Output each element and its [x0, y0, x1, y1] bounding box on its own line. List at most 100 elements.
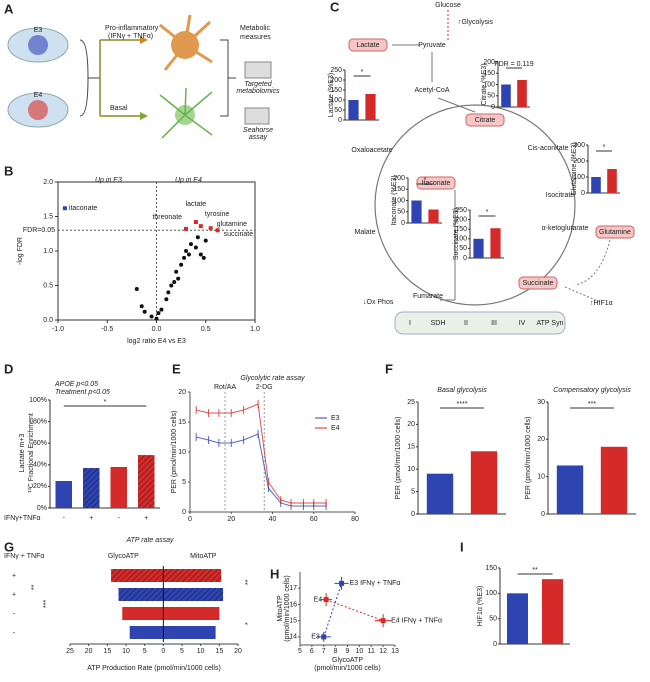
bar: [507, 593, 528, 644]
point: [187, 252, 192, 257]
bracket: [220, 39, 236, 117]
x-tick-label: 15: [215, 648, 223, 655]
metabolite-box: [595, 225, 635, 239]
label: measures: [240, 34, 271, 41]
y-tick-label: 20: [537, 436, 545, 443]
bar: [428, 209, 439, 223]
bar: [490, 228, 501, 258]
series-line: [196, 433, 327, 507]
x-axis-label: GlycoATP: [332, 657, 363, 664]
x-tick-label: 10: [197, 648, 205, 655]
y-tick-label: 200: [455, 216, 467, 223]
y-axis-label: PER (pmol/min/1000 cells): [395, 417, 402, 500]
row-label: IFNγ+TNFα: [4, 515, 41, 522]
point-label: E4 IFNγ + TNFα: [391, 618, 442, 625]
complex: IV: [519, 320, 526, 327]
metabolite: Pyruvate: [418, 42, 446, 49]
bar: [55, 481, 72, 508]
chart-title: ATP rate assay: [125, 537, 174, 544]
y-tick-label: 17: [289, 585, 297, 592]
point: [169, 283, 174, 288]
y-tick-label: 16: [289, 601, 297, 608]
header: MitoATP: [190, 553, 217, 560]
y-tick-label: 250: [455, 207, 467, 214]
significance: *: [486, 209, 489, 216]
metabolite: Citrate: [475, 117, 496, 124]
x-tick-label: 0: [161, 648, 165, 655]
sign: +: [12, 572, 16, 579]
y-tick-label: 100: [455, 236, 467, 243]
y-tick-label: 15: [178, 419, 186, 426]
y-tick-label: 0: [401, 220, 405, 227]
complex: I: [409, 320, 411, 327]
y-tick-label: 0: [182, 509, 186, 516]
point: [184, 249, 189, 253]
metabolite-box: [416, 176, 456, 190]
point: [159, 307, 164, 312]
point-label: itaconate: [69, 205, 98, 212]
bar: [470, 451, 498, 514]
significance: FDR = 0.119: [494, 61, 533, 68]
bar: [501, 84, 511, 107]
y-axis-label: Itaconate (%E3): [391, 175, 398, 225]
y-tick-label: 5: [182, 479, 186, 486]
panel-label: A: [4, 1, 14, 16]
bar: [600, 446, 628, 514]
stat-text: Treatment p<0.05: [55, 389, 110, 396]
metabolite: Cis-aconitate: [528, 145, 569, 152]
x-tick-label: -0.5: [101, 326, 113, 333]
sign: +: [144, 515, 148, 522]
y-tick-label: 60%: [33, 440, 47, 447]
cells: [28, 100, 48, 120]
bar: [473, 238, 484, 258]
label: Metabolic: [240, 25, 270, 32]
y-tick-label: 20%: [33, 483, 47, 490]
point: [176, 276, 181, 281]
metabolite: Isocitrate: [546, 192, 575, 199]
point: [179, 262, 184, 267]
bar-hatch: [138, 455, 155, 508]
y-tick-label: 5: [411, 488, 415, 495]
y-tick-label: 1.0: [43, 248, 53, 255]
y-tick-label: 10: [407, 466, 415, 473]
point: [323, 597, 329, 603]
y-axis-label: PER (pmol/min/1000 cells): [525, 417, 532, 500]
arrows: [392, 44, 476, 113]
y-tick-label: 50: [334, 107, 342, 114]
bar: [426, 473, 454, 514]
point: [321, 634, 327, 640]
injection-label: 2-DG: [256, 384, 273, 391]
y-tick-label: 100: [483, 81, 495, 88]
instrument: [244, 107, 270, 125]
x-tick-label: 10: [355, 648, 363, 655]
metabolite: Oxaloacetate: [351, 147, 392, 154]
point: [339, 580, 345, 586]
bar: [517, 80, 527, 107]
sign: -: [13, 629, 16, 636]
y-tick-label: 30: [537, 399, 545, 406]
y-axis-label: Succinate (%E3): [453, 208, 460, 260]
panel-label: H: [270, 566, 279, 581]
y-tick-label: 100: [573, 174, 585, 181]
bar-hatch: [111, 569, 222, 582]
y-tick-label: 100: [485, 590, 497, 597]
y-tick-label: 200: [393, 175, 405, 182]
x-tick-label: 20: [85, 648, 93, 655]
y-tick-label: 1.5: [43, 213, 53, 220]
y-tick-label: 150: [455, 226, 467, 233]
arrowhead: [140, 112, 148, 120]
sign: -: [118, 515, 121, 522]
panel-a-art: [7, 14, 272, 139]
metabolite-box: [518, 276, 558, 290]
tca-cycle: [374, 104, 576, 306]
significance: *: [361, 69, 364, 76]
header: Up in E3: [95, 177, 122, 184]
y-tick-label: 150: [393, 186, 405, 193]
y-tick-label: 0: [411, 511, 415, 518]
x-tick-label: 6: [310, 648, 314, 655]
point-label: E3 IFNγ + TNFα: [350, 580, 401, 587]
x-tick-label: 5: [143, 648, 147, 655]
point: [166, 290, 171, 295]
x-axis-label: log2 ratio E4 vs E3: [127, 338, 186, 345]
